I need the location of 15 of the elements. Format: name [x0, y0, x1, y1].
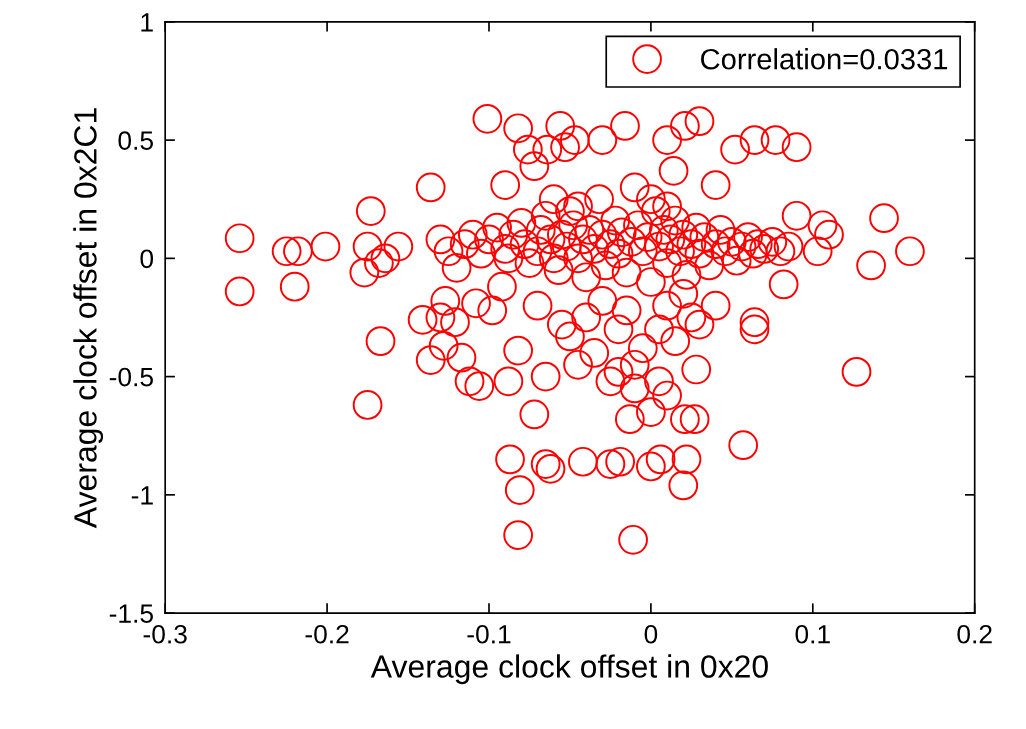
y-tick-label: -1.5 — [109, 604, 153, 623]
y-tick-label: -0.5 — [109, 367, 153, 387]
x-tick-label: 0.1 — [795, 624, 830, 644]
x-tick-label: -0.3 — [143, 624, 187, 644]
y-tick-label: 0 — [140, 249, 154, 269]
x-tick-label: -0.1 — [467, 624, 511, 644]
x-tick-label: 0.2 — [957, 624, 992, 644]
y-tick-label: -1 — [131, 486, 153, 505]
y-axis-title: Average clock offset in 0x2C1 — [73, 108, 104, 529]
x-tick-label: 0 — [644, 624, 658, 644]
x-tick-label: -0.2 — [305, 624, 349, 644]
y-tick-label: 1 — [141, 13, 153, 32]
y-tick-label: 0.5 — [118, 131, 153, 150]
legend-label: Correlation=0.0331 — [701, 48, 948, 70]
x-axis-title: Average clock offset in 0x20 — [370, 654, 768, 685]
